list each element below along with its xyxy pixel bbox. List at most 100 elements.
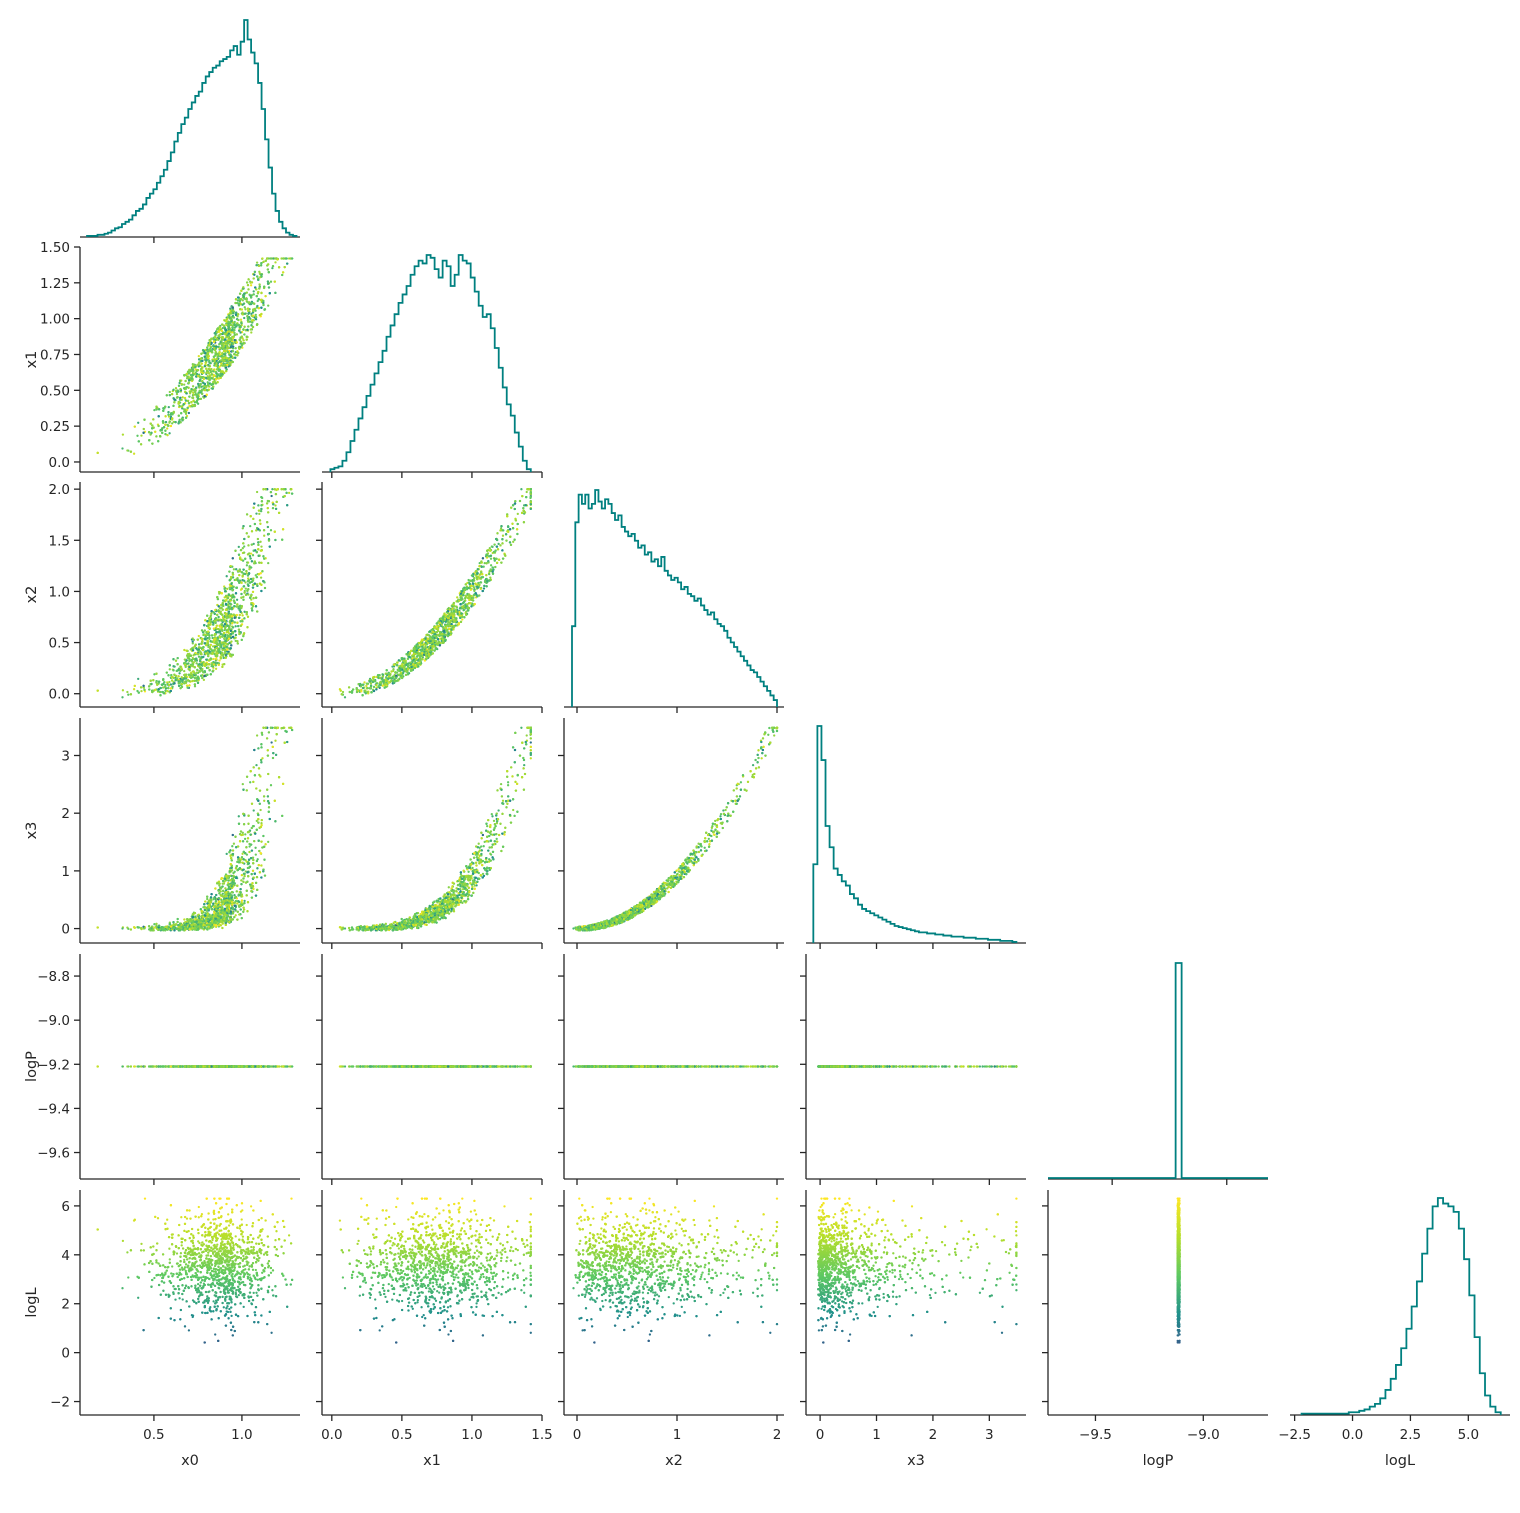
scatter-point xyxy=(255,512,258,515)
scatter-point xyxy=(236,313,240,316)
scatter-point xyxy=(221,352,224,355)
scatter-point xyxy=(126,690,129,694)
scatter-point xyxy=(204,386,208,389)
scatter-point xyxy=(217,369,221,372)
scatter-point xyxy=(202,377,206,380)
scatter-point xyxy=(257,306,260,310)
scatter-point xyxy=(121,696,124,699)
scatter-point xyxy=(247,288,250,291)
scatter-point xyxy=(192,393,195,397)
scatter-point xyxy=(202,655,205,659)
scatter-point xyxy=(230,575,233,579)
scatter-point xyxy=(229,307,232,310)
scatter-point xyxy=(205,377,208,380)
scatter-point xyxy=(208,365,211,368)
scatter-point xyxy=(257,290,260,294)
scatter-point xyxy=(186,375,189,378)
scatter-point xyxy=(243,591,246,594)
scatter-point xyxy=(266,506,269,510)
scatter-point xyxy=(250,580,253,584)
scatter-point xyxy=(238,329,241,332)
scatter-point xyxy=(149,422,152,425)
scatter-point xyxy=(287,257,291,260)
scatter-point xyxy=(246,626,249,629)
scatter-point xyxy=(243,557,247,561)
scatter-point xyxy=(233,621,236,624)
scatter-point xyxy=(231,626,235,629)
scatter-point xyxy=(251,590,255,594)
scatter-point xyxy=(142,431,145,434)
scatter-point xyxy=(252,277,255,280)
scatter-point xyxy=(257,264,261,267)
scatter-point xyxy=(277,266,281,269)
scatter-point xyxy=(246,315,249,318)
scatter-point xyxy=(203,388,207,392)
scatter-point xyxy=(191,396,195,400)
scatter-point xyxy=(209,382,212,386)
scatter-point xyxy=(202,678,206,682)
scatter-point xyxy=(268,545,271,548)
scatter-point xyxy=(234,301,237,305)
scatter-point xyxy=(250,560,254,563)
scatter-point xyxy=(205,354,208,357)
scatter-point xyxy=(226,347,229,350)
scatter-point xyxy=(201,366,204,369)
scatter-point xyxy=(274,261,277,264)
scatter-point xyxy=(205,643,208,647)
scatter-point xyxy=(212,340,216,343)
scatter-point xyxy=(132,452,136,455)
scatter-point xyxy=(242,598,245,601)
scatter-point xyxy=(252,596,255,600)
scatter-point xyxy=(188,684,191,687)
scatter-point xyxy=(214,608,217,612)
scatter-point xyxy=(157,415,160,418)
scatter-point xyxy=(190,388,193,391)
scatter-point xyxy=(212,380,215,384)
scatter-point xyxy=(214,370,217,374)
scatter-point xyxy=(245,338,248,341)
scatter-point xyxy=(132,688,136,691)
scatter-point xyxy=(235,605,238,608)
scatter-point xyxy=(224,620,227,624)
scatter-point xyxy=(226,341,229,345)
scatter-point xyxy=(242,634,245,638)
scatter-point xyxy=(209,361,212,365)
scatter-point xyxy=(181,419,184,422)
scatter-point xyxy=(251,319,254,322)
scatter-point xyxy=(212,611,215,614)
scatter-point xyxy=(171,422,174,425)
scatter-point xyxy=(229,647,232,650)
scatter-point xyxy=(226,339,230,342)
scatter-point xyxy=(255,261,259,264)
scatter-point xyxy=(207,354,210,358)
scatter-point xyxy=(207,666,210,669)
scatter-point xyxy=(255,529,258,532)
scatter-point xyxy=(266,499,270,503)
scatter-point xyxy=(250,543,253,546)
scatter-point xyxy=(213,335,217,339)
scatter-point xyxy=(260,306,263,309)
scatter-point xyxy=(226,643,230,646)
scatter-point xyxy=(274,507,278,511)
scatter-point xyxy=(266,525,270,529)
scatter-point xyxy=(216,375,219,378)
scatter-point xyxy=(211,359,214,363)
scatter-point xyxy=(241,614,244,617)
scatter-point xyxy=(257,504,260,507)
scatter-point xyxy=(190,375,194,379)
scatter-point xyxy=(201,369,204,372)
scatter-point xyxy=(229,317,233,320)
scatter-point xyxy=(233,331,236,335)
scatter-point xyxy=(221,323,224,326)
scatter-point xyxy=(196,397,200,400)
scatter-point xyxy=(260,262,263,265)
scatter-point xyxy=(253,273,256,276)
scatter-point xyxy=(235,333,238,336)
scatter-point xyxy=(238,616,241,620)
scatter-point xyxy=(137,440,140,443)
scatter-point xyxy=(172,420,175,424)
scatter-point xyxy=(263,586,267,590)
scatter-point xyxy=(228,321,231,324)
scatter-point xyxy=(224,364,227,368)
scatter-point xyxy=(196,652,200,656)
